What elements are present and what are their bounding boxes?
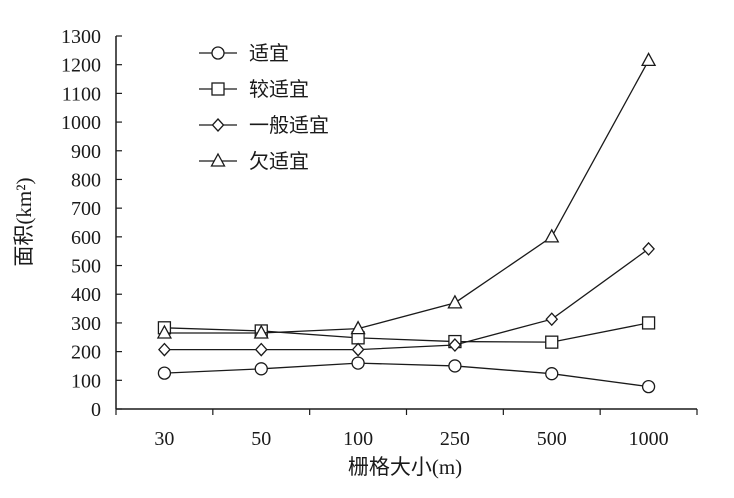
x-axis-ticks: 30 50 100 250 500 1000 [115, 409, 698, 450]
axes [115, 36, 697, 410]
legend-marker [211, 82, 225, 96]
data-point [544, 228, 560, 243]
data-point [254, 362, 268, 376]
series-square [157, 316, 656, 349]
x-tick-label: 1000 [629, 428, 669, 450]
legend-item: 较适宜 [199, 78, 309, 101]
data-point [351, 342, 365, 357]
series-layer [156, 52, 657, 394]
y-tick-label: 300 [71, 313, 101, 335]
y-tick-label: 700 [71, 198, 101, 220]
data-point [156, 324, 173, 339]
data-point [545, 335, 559, 349]
legend-item: 适宜 [199, 42, 289, 65]
series-line [164, 248, 649, 351]
data-point [641, 316, 656, 330]
x-tick-label: 50 [251, 428, 271, 450]
series-line [164, 322, 649, 343]
x-axis-title: 栅格大小(m) [348, 455, 462, 479]
y-tick-label: 1300 [61, 26, 101, 48]
data-point [448, 338, 462, 352]
y-tick-label: 900 [71, 141, 101, 163]
data-point [448, 359, 462, 373]
y-tick-label: 1000 [61, 112, 101, 134]
x-tick-label: 100 [343, 428, 373, 450]
data-point [447, 294, 463, 309]
y-tick-label: 0 [91, 399, 101, 421]
y-tick-label: 500 [71, 256, 101, 278]
data-point [545, 367, 559, 381]
y-axis-ticks: 0 100 200 300 400 500 600 700 800 900 1000 1100 1200… [61, 26, 122, 421]
y-tick-label: 600 [71, 227, 101, 249]
y-tick-label: 400 [71, 284, 101, 306]
legend-marker [211, 46, 225, 60]
legend-item: 一般适宜 [199, 114, 329, 137]
x-tick-label: 250 [440, 428, 470, 450]
data-point [640, 52, 657, 67]
y-tick-label: 800 [71, 169, 101, 191]
data-point [254, 342, 268, 357]
data-point [545, 312, 559, 327]
y-tick-label: 100 [71, 370, 101, 392]
legend-marker [210, 152, 226, 167]
legend-label: 欠适宜 [249, 150, 309, 173]
series-line [164, 362, 649, 388]
y-tick-label: 1200 [61, 55, 101, 77]
data-point [350, 320, 366, 335]
y-tick-label: 1100 [62, 83, 101, 105]
legend-marker [211, 118, 225, 132]
data-point [641, 379, 656, 394]
series-circle [157, 356, 656, 394]
series-line [164, 60, 650, 334]
legend-item: 欠适宜 [199, 150, 309, 173]
legend-label: 适宜 [249, 42, 289, 65]
series-diamond [158, 241, 655, 357]
y-axis-title: 面积(km²) [12, 177, 36, 266]
series-triangle [156, 52, 657, 339]
legend-label: 一般适宜 [249, 114, 329, 137]
x-tick-label: 30 [154, 428, 174, 450]
legend-label: 较适宜 [249, 78, 309, 101]
data-point [158, 342, 171, 357]
data-point [642, 241, 655, 256]
y-tick-label: 200 [71, 342, 101, 364]
data-point [253, 324, 269, 339]
data-point [351, 356, 365, 370]
x-tick-label: 500 [537, 428, 567, 450]
data-point [157, 366, 172, 380]
